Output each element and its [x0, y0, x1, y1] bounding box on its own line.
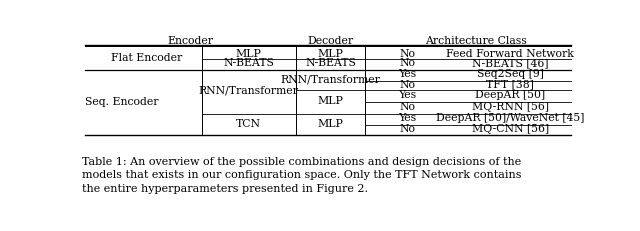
Text: MLP: MLP	[236, 49, 262, 58]
Text: N-BEATS: N-BEATS	[305, 58, 356, 68]
Text: No: No	[399, 49, 415, 58]
Text: Yes: Yes	[398, 113, 417, 123]
Text: MLP: MLP	[317, 119, 344, 128]
Text: Flat Encoder: Flat Encoder	[111, 53, 182, 63]
Text: N-BEATS: N-BEATS	[223, 58, 274, 68]
Text: Yes: Yes	[398, 69, 417, 79]
Text: No: No	[399, 80, 415, 90]
Text: Table 1: An overview of the possible combinations and design decisions of the
mo: Table 1: An overview of the possible com…	[83, 157, 522, 194]
Text: DeepAR [50]/WaveNet [45]: DeepAR [50]/WaveNet [45]	[436, 113, 584, 123]
Text: Architecture Class: Architecture Class	[425, 36, 527, 46]
Text: MQ-CNN [56]: MQ-CNN [56]	[472, 124, 549, 134]
Text: MLP: MLP	[317, 96, 344, 106]
Text: Decoder: Decoder	[307, 36, 353, 46]
Text: MQ-RNN [56]: MQ-RNN [56]	[472, 102, 548, 112]
Text: TCN: TCN	[236, 119, 261, 128]
Text: No: No	[399, 58, 415, 68]
Text: Seq. Encoder: Seq. Encoder	[85, 97, 159, 106]
Text: No: No	[399, 124, 415, 134]
Text: MLP: MLP	[317, 49, 344, 58]
Text: Feed Forward Network: Feed Forward Network	[446, 49, 574, 58]
Text: Encoder: Encoder	[168, 36, 213, 46]
Text: Yes: Yes	[398, 90, 417, 100]
Text: RNN/Transformer: RNN/Transformer	[280, 74, 380, 84]
Text: N-BEATS [46]: N-BEATS [46]	[472, 58, 548, 68]
Text: DeepAR [50]: DeepAR [50]	[476, 90, 545, 100]
Text: No: No	[399, 102, 415, 112]
Text: RNN/Transformer: RNN/Transformer	[198, 85, 299, 95]
Text: TFT [38]: TFT [38]	[486, 80, 534, 90]
Text: Seq2Seq [9]: Seq2Seq [9]	[477, 69, 544, 79]
